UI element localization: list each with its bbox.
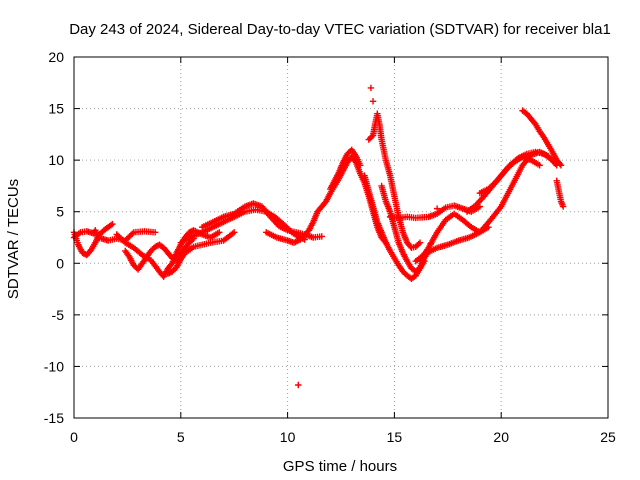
y-tick-label: -15 (44, 410, 64, 426)
y-tick-label: 5 (56, 204, 64, 220)
data-point (107, 221, 115, 229)
data-point (559, 203, 567, 210)
data-point (433, 205, 441, 212)
data-point (556, 160, 564, 168)
data-point (368, 133, 375, 140)
data-point (407, 243, 414, 250)
data-point (216, 229, 223, 236)
y-tick-label: 10 (48, 152, 64, 168)
y-tick-label: 15 (48, 101, 64, 117)
x-tick-label: 15 (387, 429, 403, 445)
y-axis-label: SDTVAR / TECUs (5, 179, 22, 299)
chart-title: Day 243 of 2024, Sidereal Day-to-day VTE… (69, 21, 611, 38)
data-point (318, 233, 325, 240)
x-tick-label: 10 (280, 429, 296, 445)
plot-frame (73, 56, 609, 419)
x-tick-label: 5 (177, 429, 185, 445)
data-point (357, 162, 364, 169)
data-point (557, 162, 565, 169)
data-point (416, 239, 424, 246)
y-tick-label: 20 (48, 49, 64, 65)
data-points (70, 84, 567, 389)
data-point (369, 98, 377, 105)
x-tick-label: 0 (70, 429, 78, 445)
x-tick-label: 20 (493, 429, 509, 445)
data-point (151, 229, 159, 236)
data-point (536, 162, 543, 169)
data-point (109, 220, 116, 228)
data-point (367, 84, 375, 92)
y-tick-label: -5 (52, 307, 65, 323)
y-tick-label: -10 (44, 358, 64, 374)
y-tick-label: 0 (56, 255, 64, 271)
data-point (415, 240, 422, 248)
data-point (295, 381, 302, 389)
tick-marks (73, 56, 609, 419)
data-point (129, 230, 136, 237)
grid-lines (74, 57, 608, 418)
tick-labels: 0 5 10 15 20 25 -15 -10 -5 0 5 10 15 20 (44, 49, 616, 445)
x-axis-label: GPS time / hours (283, 458, 397, 475)
data-point (427, 240, 434, 247)
data-point (231, 229, 238, 236)
data-point (415, 265, 422, 272)
x-tick-label: 25 (600, 429, 616, 445)
